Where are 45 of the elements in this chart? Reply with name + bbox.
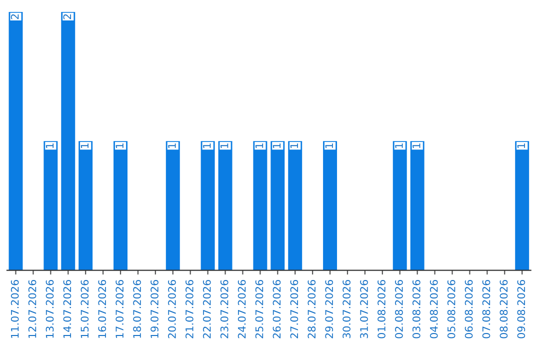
x-tick-label: 02.08.2026 xyxy=(395,280,403,338)
x-tick-label: 17.07.2026 xyxy=(116,280,124,338)
x-tick-label: 19.07.2026 xyxy=(150,280,158,338)
data-label: 1 xyxy=(168,143,176,148)
data-label: 1 xyxy=(116,143,124,148)
x-tick-label: 01.08.2026 xyxy=(378,280,386,338)
x-tick-label: 26.07.2026 xyxy=(272,280,281,338)
x-tick-label: 28.07.2026 xyxy=(308,280,316,338)
x-tick-label: 07.08.2026 xyxy=(482,280,490,338)
data-label: 1 xyxy=(395,143,403,148)
data-label: 1 xyxy=(290,143,298,148)
data-label: 2 xyxy=(10,14,19,20)
x-tick-label: 31.07.2026 xyxy=(360,280,368,338)
data-label: 1 xyxy=(272,143,281,148)
x-tick-label: 18.07.2026 xyxy=(133,280,141,338)
x-tick-label: 03.08.2026 xyxy=(412,280,420,338)
data-label: 1 xyxy=(325,143,333,148)
x-tick-label: 05.08.2026 xyxy=(447,280,456,338)
x-tick-label: 09.08.2026 xyxy=(517,280,526,338)
x-tick-label: 12.07.2026 xyxy=(28,280,36,338)
data-label: 1 xyxy=(220,143,228,148)
data-label: 2 xyxy=(63,14,72,20)
x-tick-label: 24.07.2026 xyxy=(238,280,246,338)
x-tick-label: 06.08.2026 xyxy=(464,280,473,338)
x-tick-label: 25.07.2026 xyxy=(255,280,264,338)
x-tick-label: 11.07.2026 xyxy=(10,280,19,338)
data-label: 1 xyxy=(412,143,420,148)
x-tick-label: 23.07.2026 xyxy=(220,280,228,338)
data-label: 1 xyxy=(46,143,54,148)
x-tick-label: 15.07.2026 xyxy=(80,280,89,338)
x-tick-label: 16.07.2026 xyxy=(98,280,106,338)
x-tick-label: 21.07.2026 xyxy=(185,280,194,338)
data-label: 1 xyxy=(255,143,264,148)
x-tick-label: 04.08.2026 xyxy=(430,280,438,338)
x-tick-label: 27.07.2026 xyxy=(290,280,298,338)
x-tick-label: 08.08.2026 xyxy=(500,280,508,338)
x-tick-label: 13.07.2026 xyxy=(46,280,54,338)
x-tick-label: 14.07.2026 xyxy=(63,280,72,338)
x-tick-label: 29.07.2026 xyxy=(325,280,334,338)
data-label: 1 xyxy=(203,143,211,148)
data-label: 1 xyxy=(80,143,88,148)
data-label: 1 xyxy=(517,143,525,148)
x-tick-label: 30.07.2026 xyxy=(342,280,351,338)
x-tick-label: 20.07.2026 xyxy=(168,280,176,338)
x-tick-label: 22.07.2026 xyxy=(202,280,211,338)
